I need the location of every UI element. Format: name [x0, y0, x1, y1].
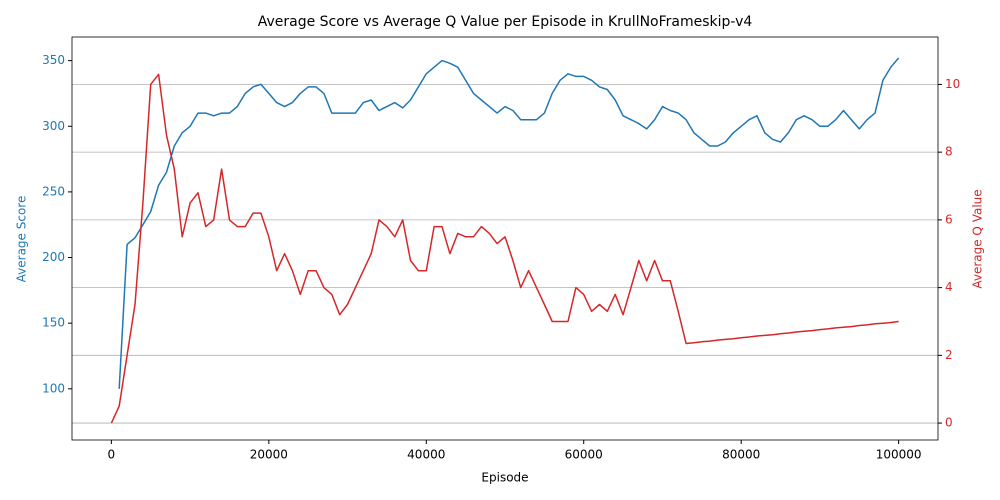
y-tick-label: 100 — [42, 381, 65, 395]
x-tick-label: 80000 — [722, 448, 760, 462]
y2-tick-label: 2 — [945, 348, 953, 362]
x-tick-label: 0 — [108, 448, 116, 462]
series-line — [118, 57, 900, 389]
x-tick-label: 40000 — [407, 448, 445, 462]
x-tick-label: 100000 — [876, 448, 922, 462]
series-line — [110, 73, 899, 424]
y2-tick-label: 4 — [945, 280, 953, 294]
x-tick-label: 20000 — [250, 448, 288, 462]
y2-tick-label: 8 — [945, 145, 953, 159]
y-tick-label: 200 — [42, 250, 65, 264]
y2-tick-label: 0 — [945, 416, 953, 430]
y-tick-label: 150 — [42, 316, 65, 330]
y-tick-label: 300 — [42, 119, 65, 133]
y-axis-label: Average Score — [15, 196, 29, 283]
chart-title: Average Score vs Average Q Value per Epi… — [258, 14, 753, 30]
y2-tick-label: 6 — [945, 212, 953, 226]
y2-axis-label: Average Q Value — [971, 189, 985, 288]
x-tick-label: 60000 — [565, 448, 603, 462]
y2-tick-label: 10 — [945, 77, 960, 91]
x-axis-label: Episode — [481, 471, 528, 485]
y-tick-label: 350 — [42, 53, 65, 67]
y-tick-label: 250 — [42, 184, 65, 198]
plot-frame — [71, 36, 939, 441]
